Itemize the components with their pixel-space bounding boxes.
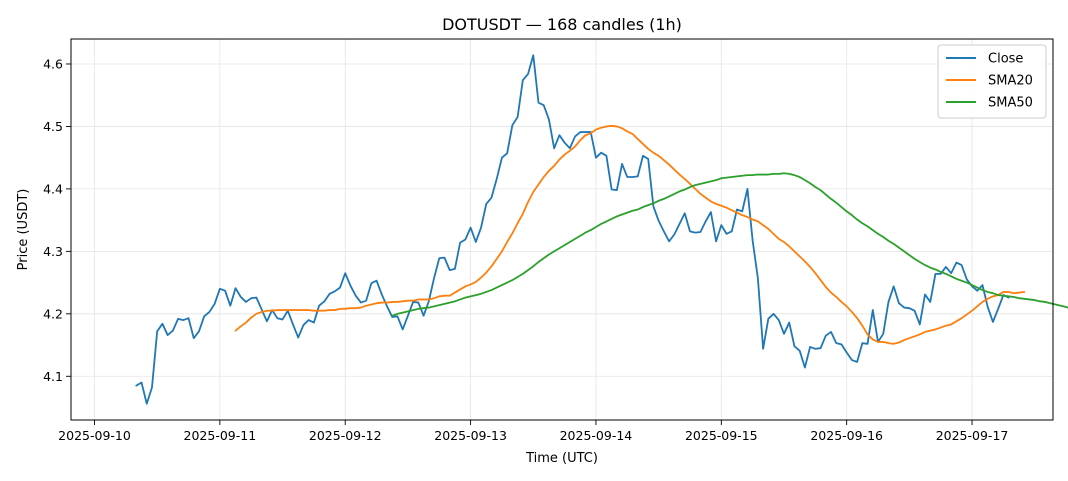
y-tick-label: 4.4 — [43, 181, 63, 196]
x-tick-label: 2025-09-10 — [58, 428, 131, 443]
series-line-sma20 — [234, 124, 1026, 345]
plot-frame — [70, 38, 1054, 421]
legend-box — [937, 44, 1047, 119]
y-tick-label: 4.5 — [43, 119, 63, 134]
legend-label-sma50: SMA50 — [988, 96, 1033, 111]
y-axis-label: Price (USDT) — [16, 189, 31, 271]
x-tick-label: 2025-09-13 — [434, 428, 507, 443]
series-line-sma50 — [391, 172, 1068, 317]
x-tick-label: 2025-09-15 — [685, 428, 758, 443]
x-axis-label: Time (UTC) — [525, 451, 598, 466]
series-lines — [135, 54, 1068, 405]
legend-label-sma20: SMA20 — [988, 74, 1033, 89]
x-tick-label: 2025-09-17 — [936, 428, 1009, 443]
x-tick-label: 2025-09-16 — [810, 428, 883, 443]
chart-title: DOTUSDT — 168 candles (1h) — [442, 15, 682, 34]
x-tick-label: 2025-09-14 — [560, 428, 633, 443]
x-axis: 2025-09-10 2025-09-11 2025-09-12 2025-09-13… — [58, 420, 1008, 443]
y-tick-label: 4.3 — [43, 244, 63, 259]
x-tick-label: 2025-09-12 — [309, 428, 382, 443]
y-tick-label: 4.1 — [43, 369, 63, 384]
legend-label-close: Close — [988, 52, 1023, 67]
y-tick-label: 4.6 — [43, 56, 63, 71]
legend: Close SMA20 SMA50 — [937, 44, 1047, 119]
y-axis: 4.1 4.2 4.3 4.4 4.5 4.6 — [43, 56, 71, 384]
x-tick-label: 2025-09-11 — [184, 428, 257, 443]
y-tick-label: 4.2 — [43, 306, 63, 321]
grid-lines — [71, 39, 1053, 420]
series-line-close — [135, 54, 1010, 405]
